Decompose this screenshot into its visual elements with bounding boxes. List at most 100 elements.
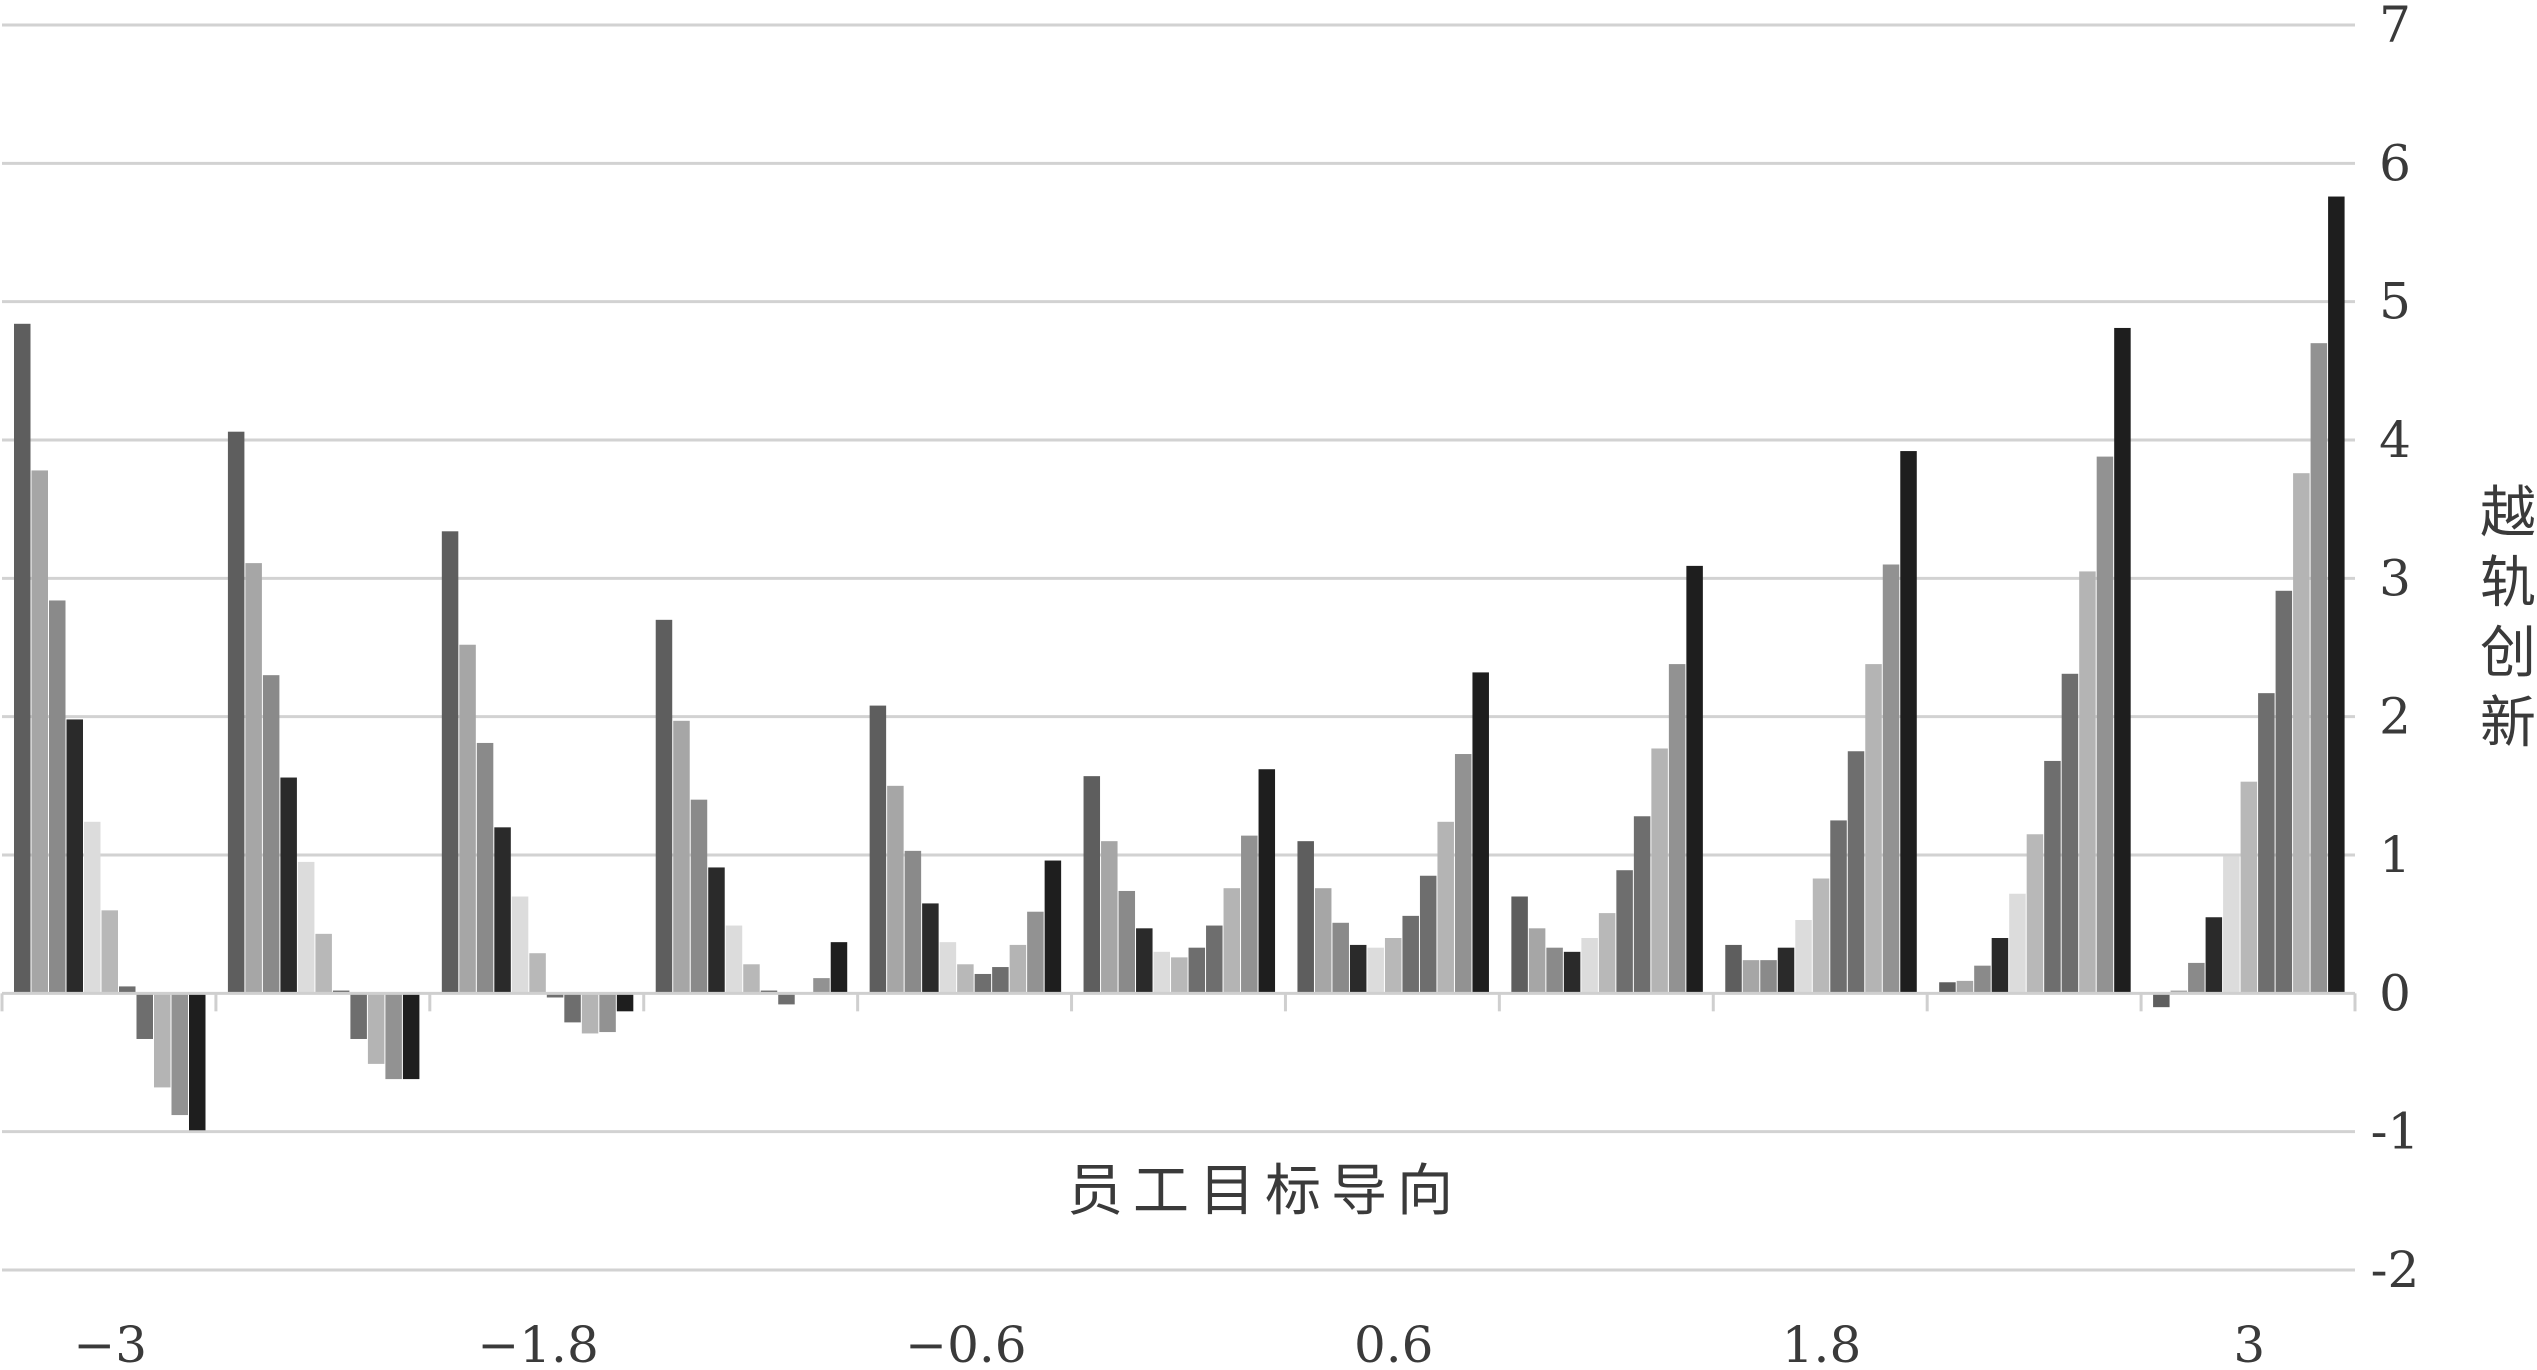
bar xyxy=(14,323,31,994)
bar xyxy=(778,993,795,1005)
zero-axis xyxy=(0,991,2357,1012)
bar xyxy=(2079,571,2096,994)
bar xyxy=(1454,754,1472,994)
bar xyxy=(2205,917,2223,994)
bar xyxy=(49,600,66,994)
bar xyxy=(1027,911,1044,994)
x-tick-labels: −3 −1.8 −0.6 0.6 1.8 3 xyxy=(73,1316,2265,1370)
bar xyxy=(350,993,367,1039)
bar xyxy=(1668,664,1686,994)
bar xyxy=(922,903,939,994)
bar xyxy=(655,619,673,994)
bar xyxy=(441,531,459,994)
bar xyxy=(2153,993,2170,1008)
x-tick-label: 0.6 xyxy=(1354,1316,1434,1370)
bar xyxy=(1314,888,1332,994)
y-axis-title-char: 轨 xyxy=(2480,551,2536,616)
x-tick-label: −1.8 xyxy=(477,1316,598,1370)
bar xyxy=(1241,835,1258,994)
y-tick-label: 5 xyxy=(2379,273,2411,331)
bar xyxy=(1188,947,1206,994)
bar xyxy=(743,964,760,994)
bar xyxy=(84,821,101,994)
bar xyxy=(992,967,1009,994)
bar xyxy=(2310,343,2328,994)
bar xyxy=(887,785,904,994)
bars xyxy=(14,196,2345,1131)
bar xyxy=(2026,834,2044,994)
bar xyxy=(529,953,546,994)
bar xyxy=(1777,947,1795,994)
bar xyxy=(1118,890,1136,994)
bar xyxy=(2293,473,2310,994)
bar xyxy=(494,827,511,994)
bar xyxy=(1402,915,1419,994)
bar xyxy=(1742,960,1760,994)
bar xyxy=(1136,928,1153,994)
bar xyxy=(1991,938,2009,994)
bar xyxy=(136,993,153,1039)
bar xyxy=(2328,196,2345,994)
bar xyxy=(1686,565,1703,994)
y-tick-label: 6 xyxy=(2379,134,2411,192)
bar xyxy=(599,993,616,1033)
bar xyxy=(1171,957,1188,994)
bar xyxy=(2044,760,2061,994)
y-tick-label: 4 xyxy=(2379,411,2411,469)
y-tick-label: -2 xyxy=(2371,1241,2420,1299)
bar xyxy=(1472,672,1489,994)
bar xyxy=(830,942,848,994)
bar xyxy=(974,973,992,994)
bar xyxy=(189,993,206,1131)
bar xyxy=(2114,327,2131,994)
bar xyxy=(1651,748,1668,994)
bar xyxy=(581,993,599,1034)
bar xyxy=(1258,769,1276,994)
bar xyxy=(869,705,887,994)
bar xyxy=(1830,820,1847,994)
x-tick-label: 1.8 xyxy=(1782,1316,1862,1370)
bar xyxy=(119,986,136,994)
bar xyxy=(1598,913,1616,994)
bar xyxy=(2258,693,2275,994)
bar xyxy=(673,720,690,994)
bar xyxy=(1528,928,1546,994)
bar xyxy=(2223,856,2240,994)
bar xyxy=(1332,922,1349,994)
bar xyxy=(1223,888,1241,994)
bar xyxy=(262,675,280,994)
y-tick-label: -1 xyxy=(2371,1103,2420,1161)
bar xyxy=(297,861,315,994)
bar xyxy=(101,910,118,994)
bar xyxy=(904,850,922,994)
bar xyxy=(476,742,494,994)
y-tick-label: 3 xyxy=(2379,549,2411,607)
y-axis-title-char: 越 xyxy=(2480,481,2536,546)
bar xyxy=(2275,590,2293,994)
bar xyxy=(939,942,957,994)
bar xyxy=(315,933,332,994)
y-axis-title-char: 创 xyxy=(2480,621,2536,686)
y-tick-label: 2 xyxy=(2379,688,2411,746)
bar xyxy=(1974,965,1991,994)
bar xyxy=(708,867,725,994)
bar xyxy=(1297,841,1314,994)
bar xyxy=(957,964,974,994)
bar xyxy=(1083,776,1101,994)
bar xyxy=(1939,982,1956,994)
bar xyxy=(1384,938,1402,994)
bar xyxy=(1882,564,1900,994)
bar xyxy=(546,993,564,998)
bar xyxy=(2096,456,2114,994)
y-tick-label: 1 xyxy=(2379,826,2411,884)
bar xyxy=(1812,878,1830,994)
bar xyxy=(616,993,634,1012)
bar xyxy=(564,993,581,1023)
y-axis-title-char: 新 xyxy=(2480,691,2536,756)
bar xyxy=(1847,751,1865,994)
bar xyxy=(511,896,529,994)
bar xyxy=(459,644,476,994)
x-tick-label: −0.6 xyxy=(905,1316,1026,1370)
